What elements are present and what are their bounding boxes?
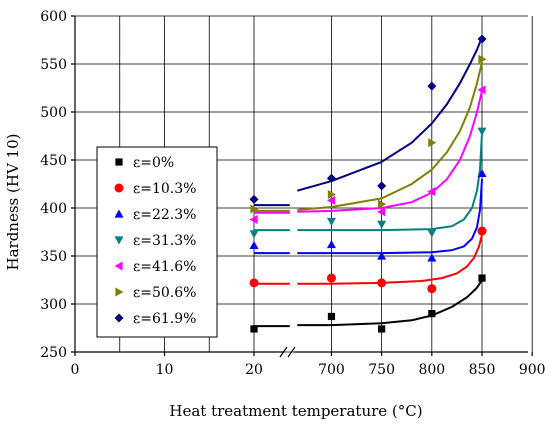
data-point-series-1 <box>477 226 487 236</box>
axis-break-mark <box>287 346 296 358</box>
legend-marker-series-3 <box>114 236 124 245</box>
data-point-series-0 <box>478 274 486 282</box>
y-tick-label: 500 <box>40 105 67 121</box>
fit-curve-series-0 <box>297 279 483 327</box>
y-tick-label: 450 <box>40 153 67 169</box>
data-point-series-4 <box>427 187 436 197</box>
data-point-series-3 <box>326 217 336 226</box>
x-tick-label: 850 <box>469 362 496 378</box>
legend: ε=0% ε=10.3% ε=22.3% ε=31.3% ε=41.6% ε=50.6% ε… <box>96 146 218 338</box>
legend-label-series-1: ε=10.3% <box>133 181 196 197</box>
data-point-series-5 <box>378 199 387 209</box>
data-point-series-4 <box>377 207 386 217</box>
data-point-series-2 <box>477 168 487 178</box>
legend-marker-series-4 <box>114 261 123 271</box>
legend-marker-series-6 <box>114 313 124 323</box>
data-point-series-4 <box>477 85 486 95</box>
legend-marker-series-2 <box>114 209 124 218</box>
legend-label-series-2: ε=22.3% <box>133 207 196 223</box>
x-tick-label: 900 <box>519 362 546 378</box>
fit-curve-series-4 <box>297 90 483 213</box>
data-point-series-2 <box>377 251 387 260</box>
data-point-series-6 <box>477 34 487 44</box>
data-point-series-0 <box>428 310 436 318</box>
legend-label-series-6: ε=61.9% <box>133 311 196 327</box>
fit-curve-series-1 <box>297 234 483 285</box>
legend-marker-series-5 <box>115 287 124 297</box>
legend-box <box>96 146 218 338</box>
x-tick-label: 20 <box>245 362 263 378</box>
y-tick-label: 350 <box>40 249 67 265</box>
data-point-series-3 <box>249 230 259 239</box>
fit-curves <box>254 36 483 328</box>
data-point-series-2 <box>427 253 437 262</box>
axes: 250 300 350 400 450 500 550 600 0 10 20 700 750 800 85… <box>40 9 545 378</box>
data-point-series-6 <box>326 173 336 183</box>
data-point-series-5 <box>478 54 487 64</box>
x-tick-label: 0 <box>71 362 80 378</box>
y-tick-label: 600 <box>40 9 67 25</box>
data-points <box>249 34 487 333</box>
legend-label-series-4: ε=41.6% <box>133 259 196 275</box>
data-point-series-0 <box>327 312 336 321</box>
x-axis-label: Heat treatment temperature (°C) <box>169 402 422 420</box>
data-point-series-3 <box>427 229 437 238</box>
legend-label-series-0: ε=0% <box>133 155 174 171</box>
data-point-series-5 <box>250 204 259 214</box>
data-point-series-1 <box>427 284 437 294</box>
data-point-series-5 <box>327 190 336 200</box>
data-point-series-3 <box>477 127 487 136</box>
fit-curve-series-3 <box>297 133 483 232</box>
data-point-series-2 <box>326 239 336 249</box>
x-tick-label: 700 <box>318 362 345 378</box>
fit-curve-series-6 <box>297 36 483 192</box>
data-point-series-5 <box>428 138 437 148</box>
fit-curve-series-5 <box>297 61 483 211</box>
x-tick-label: 800 <box>418 362 445 378</box>
y-tick-label: 300 <box>40 297 67 313</box>
legend-label-series-3: ε=31.3% <box>133 233 196 249</box>
data-point-series-6 <box>249 194 259 204</box>
legend-marker-series-0 <box>115 158 123 166</box>
data-point-series-3 <box>377 220 387 229</box>
x-tick-label: 10 <box>156 362 174 378</box>
y-tick-label: 250 <box>40 345 67 361</box>
data-point-series-0 <box>250 325 258 333</box>
y-tick-label: 550 <box>40 57 67 73</box>
data-point-series-4 <box>249 215 258 225</box>
x-tick-label: 750 <box>368 362 395 378</box>
y-axis-label: Hardness (HV 10) <box>4 134 22 271</box>
y-tick-label: 400 <box>40 201 67 217</box>
data-point-series-6 <box>427 81 437 91</box>
fit-curve-series-2 <box>297 179 483 255</box>
data-point-series-2 <box>249 240 259 250</box>
legend-marker-series-1 <box>114 183 124 193</box>
data-point-series-1 <box>377 278 387 288</box>
legend-label-series-5: ε=50.6% <box>133 285 196 301</box>
data-point-series-1 <box>326 273 336 283</box>
data-point-series-1 <box>249 278 259 288</box>
axis-break-mark <box>279 346 288 358</box>
data-point-series-4 <box>326 195 336 205</box>
data-point-series-0 <box>378 325 386 333</box>
data-point-series-6 <box>377 181 387 191</box>
